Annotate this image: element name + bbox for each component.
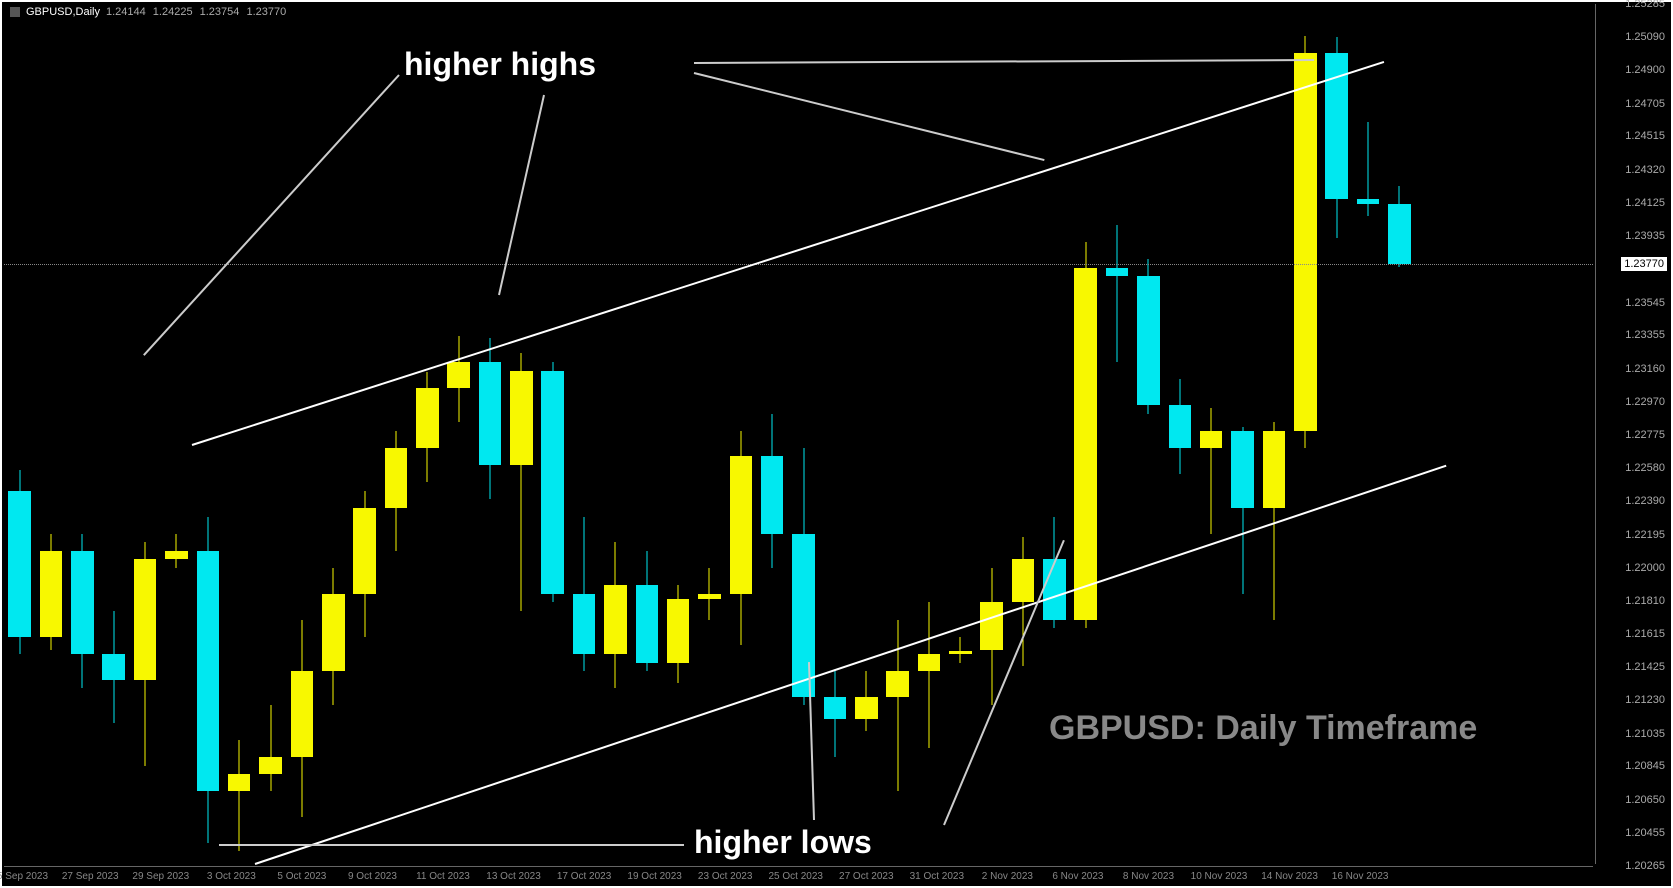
ohlc-values: 1.24144 1.24225 1.23754 1.23770 (106, 6, 290, 18)
y-tick-label: 1.22775 (1625, 429, 1665, 441)
y-tick-label: 1.24515 (1625, 130, 1665, 142)
annotation-pointer (943, 540, 1065, 826)
watermark-label: GBPUSD: Daily Timeframe (1049, 709, 1477, 748)
y-tick-label: 1.25090 (1625, 31, 1665, 43)
x-tick-label: 14 Nov 2023 (1261, 871, 1318, 882)
symbol-label: GBPUSD,Daily (26, 6, 100, 18)
trendline[interactable] (255, 465, 1447, 865)
y-tick-label: 1.21810 (1625, 595, 1665, 607)
x-tick-label: 25 Oct 2023 (768, 871, 822, 882)
chart-header: GBPUSD,Daily 1.24144 1.24225 1.23754 1.2… (10, 6, 290, 18)
x-tick-label: 3 Oct 2023 (207, 871, 256, 882)
x-tick-label: 10 Nov 2023 (1191, 871, 1248, 882)
y-tick-label: 1.21615 (1625, 628, 1665, 640)
annotation-pointer (694, 72, 1044, 161)
y-tick-label: 1.25285 (1625, 0, 1665, 10)
y-tick-label: 1.22390 (1625, 495, 1665, 507)
x-tick-label: 29 Sep 2023 (132, 871, 189, 882)
y-tick-label: 1.22580 (1625, 462, 1665, 474)
x-tick-label: 19 Oct 2023 (627, 871, 681, 882)
y-tick-label: 1.20650 (1625, 794, 1665, 806)
y-tick-label: 1.23935 (1625, 230, 1665, 242)
y-tick-label: 1.23160 (1625, 363, 1665, 375)
y-tick-label: 1.24125 (1625, 197, 1665, 209)
ohlc-high: 1.24225 (153, 6, 193, 18)
y-tick-label: 1.24900 (1625, 64, 1665, 76)
x-tick-label: 9 Oct 2023 (348, 871, 397, 882)
x-tick-label: 16 Nov 2023 (1332, 871, 1389, 882)
x-tick-label: 13 Oct 2023 (486, 871, 540, 882)
x-tick-label: 2 Nov 2023 (982, 871, 1033, 882)
annotation-higher-highs: higher highs (404, 46, 596, 83)
x-tick-label: 23 Oct 2023 (698, 871, 752, 882)
ohlc-open: 1.24144 (106, 6, 146, 18)
y-tick-label: 1.20265 (1625, 860, 1665, 872)
x-tick-label: 27 Oct 2023 (839, 871, 893, 882)
x-tick-label: 31 Oct 2023 (910, 871, 964, 882)
y-axis: 1.252851.250901.249001.247051.245151.243… (1595, 4, 1669, 864)
y-tick-label: 1.20845 (1625, 760, 1665, 772)
y-tick-label: 1.22195 (1625, 529, 1665, 541)
chart-container: GBPUSD,Daily 1.24144 1.24225 1.23754 1.2… (0, 0, 1673, 888)
y-tick-label: 1.21230 (1625, 694, 1665, 706)
x-tick-label: 17 Oct 2023 (557, 871, 611, 882)
current-price-label: 1.23770 (1621, 257, 1667, 271)
annotation-pointer (219, 844, 684, 846)
y-tick-label: 1.22970 (1625, 396, 1665, 408)
y-tick-label: 1.21035 (1625, 728, 1665, 740)
annotation-pointer (143, 74, 399, 355)
plot-area[interactable]: higher highs higher lows GBPUSD: Daily Tim… (4, 4, 1593, 864)
y-tick-label: 1.24320 (1625, 164, 1665, 176)
y-tick-label: 1.23545 (1625, 297, 1665, 309)
x-axis: 25 Sep 202327 Sep 202329 Sep 20233 Oct 2… (4, 866, 1593, 884)
y-tick-label: 1.24705 (1625, 98, 1665, 110)
x-tick-label: 11 Oct 2023 (416, 871, 470, 882)
ohlc-low: 1.23754 (200, 6, 240, 18)
price-line (4, 264, 1593, 265)
y-tick-label: 1.20455 (1625, 827, 1665, 839)
collapse-icon[interactable] (10, 7, 20, 17)
x-tick-label: 6 Nov 2023 (1052, 871, 1103, 882)
y-tick-label: 1.23355 (1625, 329, 1665, 341)
x-tick-label: 25 Sep 2023 (0, 871, 48, 882)
annotation-pointer (498, 95, 545, 295)
ohlc-close: 1.23770 (246, 6, 286, 18)
y-tick-label: 1.21425 (1625, 661, 1665, 673)
trendline[interactable] (192, 62, 1384, 447)
annotation-higher-lows: higher lows (694, 824, 872, 861)
x-tick-label: 5 Oct 2023 (277, 871, 326, 882)
x-tick-label: 27 Sep 2023 (62, 871, 119, 882)
annotation-pointer (694, 59, 1314, 64)
y-tick-label: 1.22000 (1625, 562, 1665, 574)
x-tick-label: 8 Nov 2023 (1123, 871, 1174, 882)
